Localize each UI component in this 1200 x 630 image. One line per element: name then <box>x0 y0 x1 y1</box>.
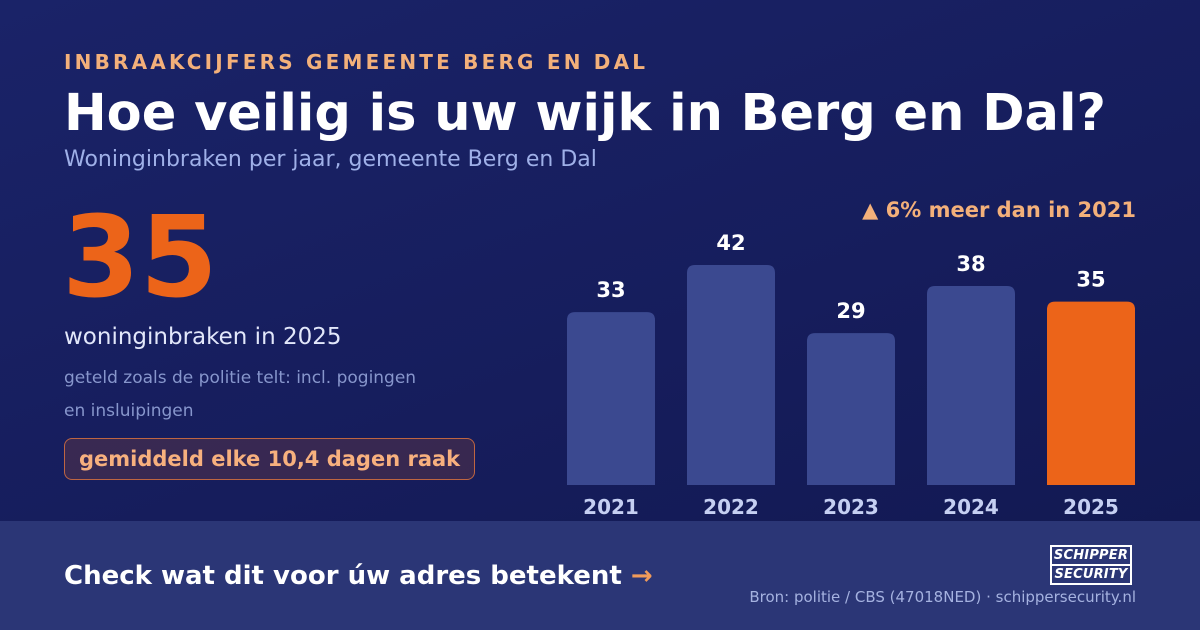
bar-2023 <box>807 333 895 485</box>
cta-link[interactable]: Check wat dit voor úw adres betekent → <box>64 561 653 591</box>
change-label: ▲ 6% meer dan in 2021 <box>862 198 1136 222</box>
value-label-2025: 35 <box>1076 268 1105 292</box>
page-title: Hoe veilig is uw wijk in Berg en Dal? <box>64 84 1107 143</box>
bar-2024 <box>927 285 1015 485</box>
arrow-right-icon: → <box>630 561 653 591</box>
brand-logo: SCHIPPER SECURITY <box>1050 545 1132 585</box>
eyebrow-label: INBRAAKCIJFERS GEMEENTE BERG EN DAL <box>64 50 649 74</box>
tick-label-2021: 2021 <box>583 495 639 519</box>
value-label-2023: 29 <box>836 299 865 323</box>
logo-text-top: SCHIPPER <box>1053 548 1129 563</box>
tick-label-2023: 2023 <box>823 495 879 519</box>
frequency-pill: gemiddeld elke 10,4 dagen raak <box>64 438 476 480</box>
bar-2025 <box>1047 301 1135 485</box>
source-credit: Bron: politie / CBS (47018NED) · schippe… <box>749 588 1136 606</box>
bar-chart: 33 2021 42 2022 29 2023 38 2024 35 2025 <box>567 231 1135 519</box>
bar-2022 <box>687 265 775 485</box>
value-label-2021: 33 <box>596 278 625 302</box>
tick-label-2025: 2025 <box>1063 495 1119 519</box>
page-subtitle: Woninginbraken per jaar, gemeente Berg e… <box>64 147 597 172</box>
logo-text-bottom: SECURITY <box>1052 564 1130 583</box>
bar-2021 <box>567 312 655 485</box>
methodology-note: geteld zoals de politie telt: incl. pogi… <box>64 368 417 421</box>
tick-label-2024: 2024 <box>943 495 999 519</box>
value-label-2022: 42 <box>716 231 745 255</box>
value-label-2024: 38 <box>956 252 985 276</box>
cta-text: Check wat dit voor úw adres betekent <box>64 561 622 591</box>
tick-label-2022: 2022 <box>703 495 759 519</box>
footer-bar: Check wat dit voor úw adres betekent → S… <box>0 521 1200 630</box>
highlight-caption: woninginbraken in 2025 <box>64 324 342 350</box>
highlight-number: 35 <box>62 193 218 323</box>
